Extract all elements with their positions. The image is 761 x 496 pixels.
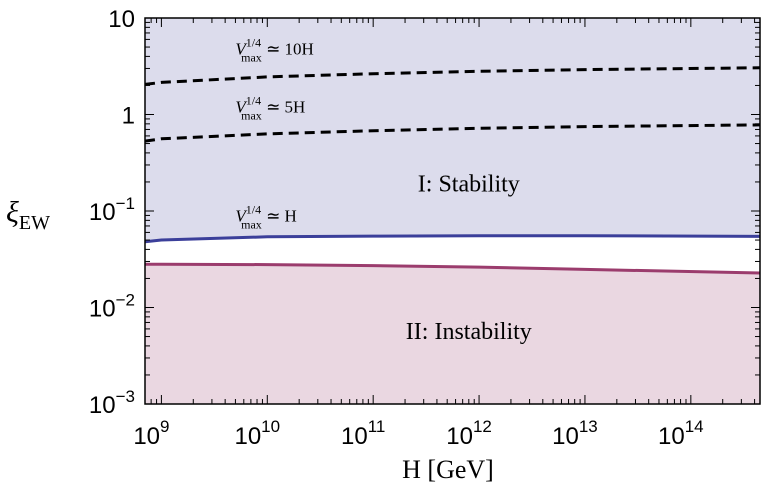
curves [144, 66, 761, 275]
x-tick-label: 1013 [552, 417, 598, 450]
curve-vmax-h [144, 234, 761, 244]
y-tick-label: 10−2 [89, 291, 135, 323]
region-labels: I: Stability II: Instability [406, 171, 532, 345]
curve-vmax-5h [144, 123, 761, 143]
y-tick-label: 10−3 [89, 387, 135, 419]
label-vmax-10h: V1/4 max ≃ 10H [235, 35, 313, 64]
x-tick-label: 1011 [341, 417, 385, 450]
y-tick-labels: 10−3 10−2 10−1 1 10 [89, 6, 135, 419]
ticks [144, 17, 760, 405]
instability-region [145, 264, 760, 404]
y-tick-label: 1 [122, 103, 135, 130]
y-axis-label: ξEW [6, 196, 50, 234]
x-tick-label: 1010 [234, 417, 280, 450]
y-tick-label: 10 [108, 6, 135, 33]
curve-labels: V1/4 max ≃ 10H V1/4 max ≃ 5H V1/4 max ≃ H [235, 35, 313, 231]
curve-vmax-10h [144, 66, 761, 86]
x-tick-label: 1012 [446, 417, 492, 450]
y-tick-label: 10−1 [89, 194, 135, 226]
label-vmax-h: V1/4 max ≃ H [235, 202, 296, 231]
x-tick-label: 1014 [658, 417, 704, 450]
curve-instability-boundary [145, 262, 761, 275]
x-tick-labels: 109 1010 1011 1012 1013 1014 [133, 417, 703, 450]
x-axis-label: H [GeV] [402, 455, 494, 484]
label-vmax-5h: V1/4 max ≃ 5H [235, 93, 305, 122]
x-tick-label: 109 [133, 417, 169, 450]
instability-label: II: Instability [406, 319, 532, 345]
stability-label: I: Stability [418, 171, 520, 197]
